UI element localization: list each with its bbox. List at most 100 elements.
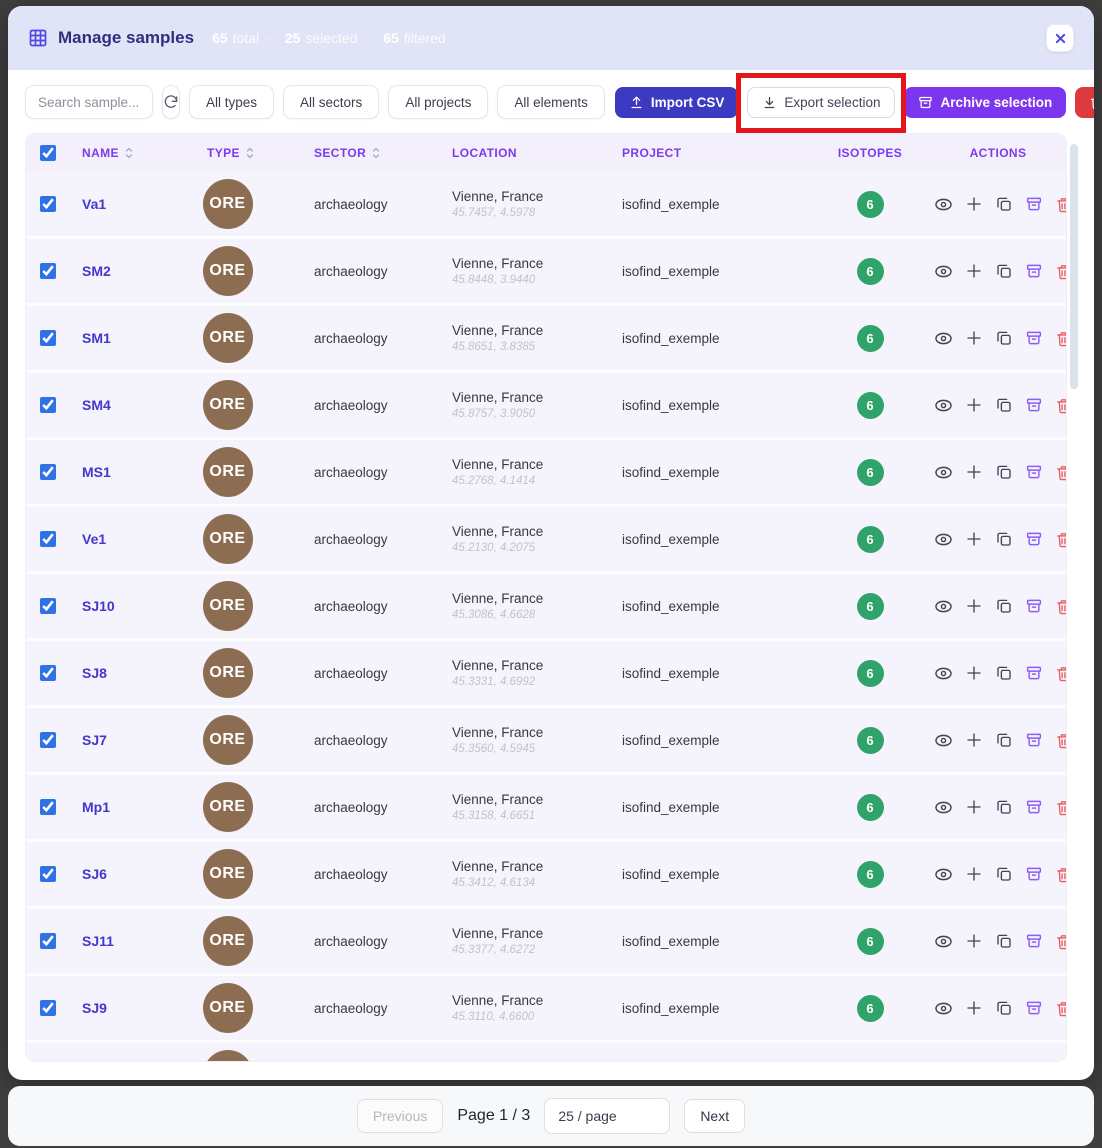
- archive-row-button[interactable]: [1025, 262, 1043, 280]
- add-button[interactable]: [965, 597, 983, 615]
- sample-name[interactable]: SJ6: [82, 866, 107, 882]
- view-button[interactable]: [934, 396, 953, 415]
- add-button[interactable]: [965, 195, 983, 213]
- duplicate-button[interactable]: [995, 597, 1013, 615]
- view-button[interactable]: [934, 932, 953, 951]
- add-button[interactable]: [965, 664, 983, 682]
- filter-all-types[interactable]: All types: [189, 85, 275, 119]
- add-button[interactable]: [965, 329, 983, 347]
- row-checkbox[interactable]: [40, 933, 56, 949]
- row-checkbox[interactable]: [40, 531, 56, 547]
- column-header-name[interactable]: NAME: [70, 146, 175, 160]
- view-button[interactable]: [934, 999, 953, 1018]
- duplicate-button[interactable]: [995, 530, 1013, 548]
- delete-row-button[interactable]: [1055, 196, 1066, 213]
- row-checkbox[interactable]: [40, 464, 56, 480]
- add-button[interactable]: [965, 999, 983, 1017]
- row-checkbox[interactable]: [40, 397, 56, 413]
- previous-page-button[interactable]: Previous: [356, 1099, 444, 1133]
- import-csv-button[interactable]: Import CSV: [614, 86, 739, 118]
- next-page-button[interactable]: Next: [684, 1099, 746, 1133]
- sample-name[interactable]: SM2: [82, 263, 111, 279]
- sample-name[interactable]: Va1: [82, 196, 107, 212]
- sample-name[interactable]: Ve1: [82, 531, 107, 547]
- view-button[interactable]: [934, 731, 953, 750]
- sample-name[interactable]: SM4: [82, 397, 111, 413]
- filter-all-projects[interactable]: All projects: [388, 85, 489, 119]
- select-all-checkbox[interactable]: [40, 145, 56, 161]
- view-button[interactable]: [934, 530, 953, 549]
- search-input[interactable]: [25, 85, 153, 119]
- sample-name[interactable]: SJ11: [82, 933, 114, 949]
- duplicate-button[interactable]: [995, 865, 1013, 883]
- sample-name[interactable]: SJ10: [82, 598, 115, 614]
- sample-name[interactable]: SM1: [82, 330, 111, 346]
- sample-name[interactable]: MS1: [82, 464, 111, 480]
- duplicate-button[interactable]: [995, 999, 1013, 1017]
- archive-row-button[interactable]: [1025, 597, 1043, 615]
- delete-row-button[interactable]: [1055, 397, 1066, 414]
- duplicate-button[interactable]: [995, 463, 1013, 481]
- view-button[interactable]: [934, 262, 953, 281]
- view-button[interactable]: [934, 865, 953, 884]
- delete-row-button[interactable]: [1055, 263, 1066, 280]
- archive-row-button[interactable]: [1025, 999, 1043, 1017]
- view-button[interactable]: [934, 329, 953, 348]
- view-button[interactable]: [934, 195, 953, 214]
- sample-name[interactable]: SJ9: [82, 1000, 107, 1016]
- view-button[interactable]: [934, 664, 953, 683]
- row-checkbox[interactable]: [40, 866, 56, 882]
- archive-row-button[interactable]: [1025, 798, 1043, 816]
- duplicate-button[interactable]: [995, 731, 1013, 749]
- archive-row-button[interactable]: [1025, 329, 1043, 347]
- add-button[interactable]: [965, 463, 983, 481]
- duplicate-button[interactable]: [995, 195, 1013, 213]
- duplicate-button[interactable]: [995, 329, 1013, 347]
- delete-row-button[interactable]: [1055, 799, 1066, 816]
- add-button[interactable]: [965, 932, 983, 950]
- delete-row-button[interactable]: [1055, 531, 1066, 548]
- archive-row-button[interactable]: [1025, 731, 1043, 749]
- archive-row-button[interactable]: [1025, 932, 1043, 950]
- add-button[interactable]: [965, 396, 983, 414]
- delete-row-button[interactable]: [1055, 866, 1066, 883]
- delete-selection-button[interactable]: Delete selection: [1075, 86, 1094, 118]
- archive-row-button[interactable]: [1025, 865, 1043, 883]
- archive-row-button[interactable]: [1025, 463, 1043, 481]
- delete-row-button[interactable]: [1055, 1000, 1066, 1017]
- archive-row-button[interactable]: [1025, 530, 1043, 548]
- row-checkbox[interactable]: [40, 1000, 56, 1016]
- delete-row-button[interactable]: [1055, 330, 1066, 347]
- delete-row-button[interactable]: [1055, 665, 1066, 682]
- add-button[interactable]: [965, 262, 983, 280]
- view-button[interactable]: [934, 597, 953, 616]
- filter-all-elements[interactable]: All elements: [497, 85, 605, 119]
- add-button[interactable]: [965, 798, 983, 816]
- delete-row-button[interactable]: [1055, 464, 1066, 481]
- row-checkbox[interactable]: [40, 330, 56, 346]
- add-button[interactable]: [965, 530, 983, 548]
- archive-row-button[interactable]: [1025, 396, 1043, 414]
- archive-row-button[interactable]: [1025, 195, 1043, 213]
- sample-name[interactable]: SJ8: [82, 665, 107, 681]
- row-checkbox[interactable]: [40, 799, 56, 815]
- column-header-sector[interactable]: SECTOR: [280, 146, 440, 160]
- view-button[interactable]: [934, 798, 953, 817]
- duplicate-button[interactable]: [995, 262, 1013, 280]
- row-checkbox[interactable]: [40, 598, 56, 614]
- table-scrollbar-thumb[interactable]: [1070, 144, 1078, 389]
- archive-selection-button[interactable]: Archive selection: [904, 86, 1067, 118]
- filter-all-sectors[interactable]: All sectors: [283, 85, 380, 119]
- export-selection-button[interactable]: Export selection: [747, 86, 896, 118]
- delete-row-button[interactable]: [1055, 598, 1066, 615]
- add-button[interactable]: [965, 731, 983, 749]
- refresh-button[interactable]: [162, 85, 180, 119]
- view-button[interactable]: [934, 463, 953, 482]
- page-size-select[interactable]: 25 / page: [544, 1098, 671, 1134]
- duplicate-button[interactable]: [995, 798, 1013, 816]
- row-checkbox[interactable]: [40, 196, 56, 212]
- duplicate-button[interactable]: [995, 396, 1013, 414]
- archive-row-button[interactable]: [1025, 664, 1043, 682]
- delete-row-button[interactable]: [1055, 732, 1066, 749]
- delete-row-button[interactable]: [1055, 933, 1066, 950]
